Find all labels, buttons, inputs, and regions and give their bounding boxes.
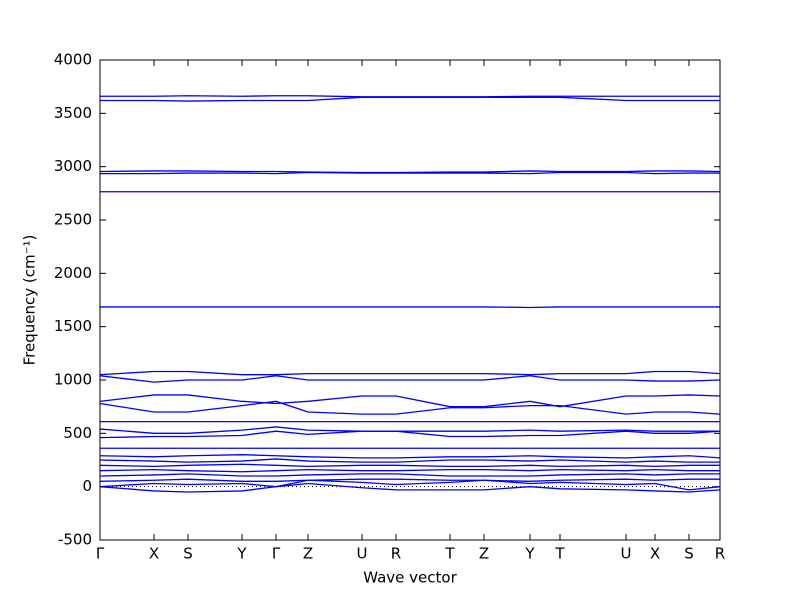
band-line <box>99 463 720 468</box>
band-line <box>99 468 720 473</box>
x-tick-label: Γ <box>96 545 105 563</box>
y-tick-label: 500 <box>63 424 92 442</box>
x-tick-label: T <box>444 545 455 563</box>
x-tick-label: X <box>650 545 660 563</box>
y-tick-label: 3000 <box>54 157 92 175</box>
x-tick-label: U <box>621 545 632 563</box>
x-tick-label: S <box>183 545 193 563</box>
y-tick-label: 2000 <box>54 264 92 282</box>
x-tick-label: X <box>149 545 159 563</box>
band-line <box>99 458 720 463</box>
x-tick-label: R <box>715 545 725 563</box>
band-line <box>100 96 720 102</box>
y-tick-label: 1000 <box>54 371 92 389</box>
x-tick-label: Γ <box>272 545 281 563</box>
band-line <box>99 400 721 415</box>
y-tick-label: 0 <box>82 477 92 495</box>
band-line <box>99 478 720 482</box>
band-line <box>99 473 720 477</box>
y-axis-label: Frequency (cm⁻¹) <box>21 235 39 366</box>
plot-frame <box>99 59 721 541</box>
x-tick-label: S <box>684 545 694 563</box>
band-line <box>99 479 721 491</box>
y-tick-label: 1500 <box>54 317 92 335</box>
band-line <box>99 375 721 383</box>
x-tick-label: Z <box>479 545 489 563</box>
y-tick-label: 2500 <box>54 211 92 229</box>
band-line <box>99 482 721 493</box>
y-tick-label: 4000 <box>54 51 92 69</box>
y-tick-label: -500 <box>58 531 92 549</box>
x-tick-label: Y <box>524 545 535 563</box>
x-tick-label: Z <box>303 545 313 563</box>
band-line <box>99 454 721 459</box>
band-line <box>99 170 721 174</box>
y-tick-label: 3500 <box>54 104 92 122</box>
x-tick-label: Y <box>236 545 247 563</box>
band-line <box>100 306 720 309</box>
band-line <box>100 171 720 175</box>
x-tick-label: U <box>357 545 368 563</box>
x-axis-label: Wave vector <box>363 569 457 587</box>
band-line <box>99 370 721 376</box>
x-tick-label: T <box>554 545 565 563</box>
band-line <box>99 426 720 434</box>
band-line <box>99 394 721 408</box>
band-line <box>99 430 721 439</box>
x-tick-label: R <box>391 545 401 563</box>
